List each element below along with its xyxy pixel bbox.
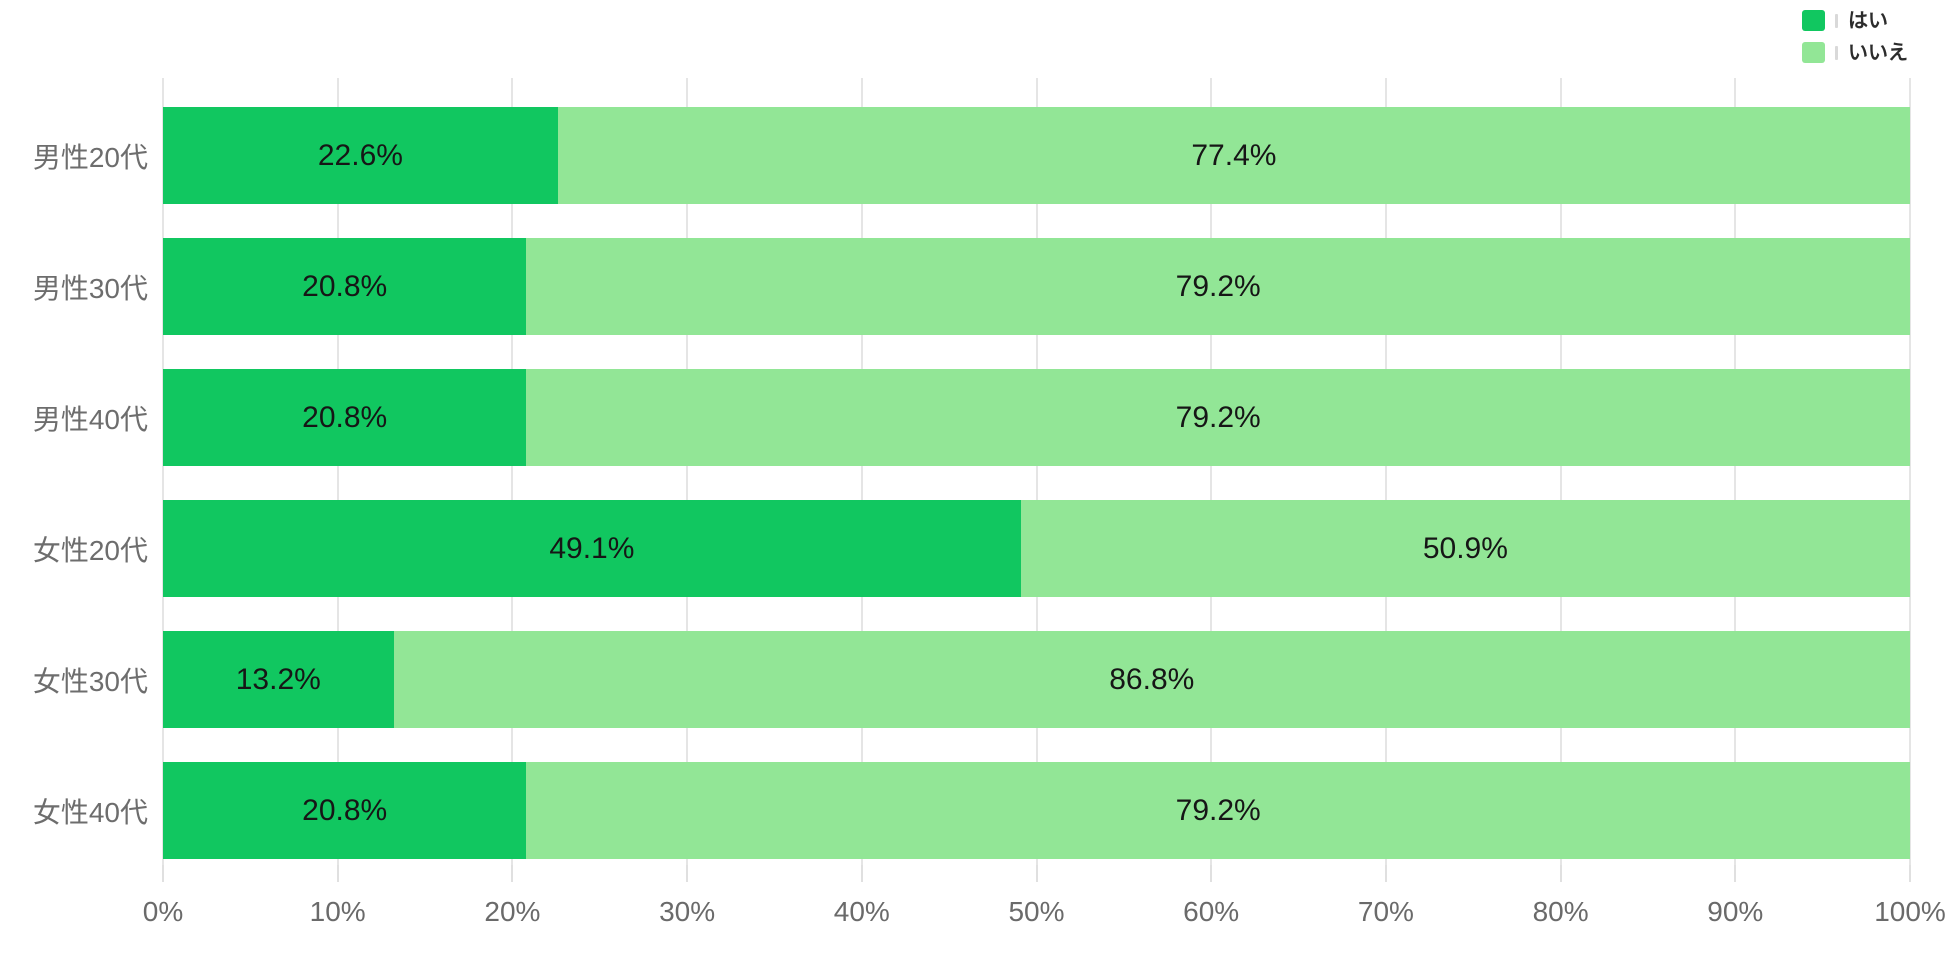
gridline bbox=[162, 78, 164, 865]
bar-segment-いいえ[interactable]: 77.4% bbox=[557, 107, 1910, 204]
category-label: 男性20代 bbox=[32, 141, 148, 173]
x-tick bbox=[1559, 865, 1562, 882]
bar-segment-はい[interactable]: 13.2% bbox=[163, 631, 394, 728]
gridline bbox=[1210, 78, 1213, 865]
legend-separator bbox=[1835, 13, 1838, 28]
x-tick bbox=[686, 865, 689, 882]
legend-swatch-icon bbox=[1802, 10, 1825, 31]
bar-row: 男性20代 22.6% 77.4% bbox=[33, 107, 1910, 204]
bar-value-label: 79.2% bbox=[1175, 400, 1261, 434]
x-tick bbox=[1384, 865, 1387, 882]
x-axis-label: 30% bbox=[659, 896, 716, 927]
gridline bbox=[1035, 78, 1038, 865]
legend-swatch-icon bbox=[1802, 42, 1825, 63]
bar-row: 女性30代 13.2% 86.8% bbox=[33, 631, 1910, 728]
bar-value-label: 20.8% bbox=[302, 400, 388, 434]
legend-label: いいえ bbox=[1848, 41, 1908, 64]
x-axis-label: 70% bbox=[1357, 896, 1414, 927]
x-tick bbox=[1734, 865, 1737, 882]
bar-value-label: 20.8% bbox=[302, 269, 388, 303]
bar-segment-いいえ[interactable]: 86.8% bbox=[393, 631, 1910, 728]
gridline bbox=[860, 78, 863, 865]
gridline bbox=[1734, 78, 1737, 865]
x-axis: 0% 10% 20% 30% 40% 50% 60% 70% 80% 90% 100% bbox=[143, 896, 1946, 936]
bar-segment-いいえ[interactable]: 50.9% bbox=[1020, 500, 1910, 597]
legend: はい いいえ bbox=[1802, 10, 1908, 63]
stacked-bar: 22.6% 77.4% bbox=[163, 107, 1910, 204]
bar-value-label: 79.2% bbox=[1175, 269, 1261, 303]
bar-value-label: 50.9% bbox=[1422, 531, 1508, 565]
bar-segment-はい[interactable]: 20.8% bbox=[163, 369, 527, 466]
x-tick bbox=[511, 865, 514, 882]
bar-value-label: 79.2% bbox=[1175, 793, 1261, 827]
x-axis-label: 80% bbox=[1532, 896, 1589, 927]
gridline bbox=[511, 78, 514, 865]
x-tick bbox=[860, 865, 863, 882]
bar-value-label: 20.8% bbox=[302, 793, 388, 827]
category-label: 男性30代 bbox=[32, 272, 148, 304]
bar-value-label: 77.4% bbox=[1191, 138, 1277, 172]
legend-item-1[interactable]: いいえ bbox=[1802, 42, 1908, 63]
legend-label: はい bbox=[1848, 9, 1888, 32]
gridline bbox=[686, 78, 689, 865]
bar-segment-いいえ[interactable]: 79.2% bbox=[526, 369, 1910, 466]
x-axis-label: 50% bbox=[1008, 896, 1065, 927]
x-tick bbox=[162, 865, 164, 882]
bar-value-label: 86.8% bbox=[1109, 662, 1195, 696]
category-label: 女性40代 bbox=[32, 796, 148, 828]
x-tick bbox=[1909, 865, 1911, 882]
bar-segment-はい[interactable]: 49.1% bbox=[163, 500, 1021, 597]
x-tick bbox=[336, 865, 339, 882]
legend-separator bbox=[1835, 45, 1838, 60]
x-axis-label: 100% bbox=[1874, 896, 1946, 927]
category-label: 女性30代 bbox=[32, 665, 148, 697]
category-label: 男性40代 bbox=[32, 403, 148, 435]
x-axis-label: 10% bbox=[309, 896, 366, 927]
stacked-bar: 49.1% 50.9% bbox=[163, 500, 1910, 597]
x-tick bbox=[1210, 865, 1213, 882]
bar-row: 男性30代 20.8% 79.2% bbox=[33, 238, 1910, 335]
gridline bbox=[1384, 78, 1387, 865]
stacked-bar: 20.8% 79.2% bbox=[163, 238, 1910, 335]
bar-value-label: 49.1% bbox=[549, 531, 635, 565]
gridline bbox=[1559, 78, 1562, 865]
stacked-bar: 20.8% 79.2% bbox=[163, 762, 1910, 859]
bar-rows: 男性20代 22.6% 77.4% 男性30代 20.8% 79.2% 男性40代 20.8%… bbox=[33, 107, 1910, 859]
legend-item-0[interactable]: はい bbox=[1802, 10, 1908, 31]
x-axis-label: 60% bbox=[1183, 896, 1240, 927]
bar-segment-はい[interactable]: 20.8% bbox=[163, 238, 527, 335]
bar-segment-はい[interactable]: 22.6% bbox=[163, 107, 558, 204]
x-axis-label: 20% bbox=[484, 896, 541, 927]
stacked-bar: 13.2% 86.8% bbox=[163, 631, 1910, 728]
bar-segment-はい[interactable]: 20.8% bbox=[163, 762, 527, 859]
bar-value-label: 13.2% bbox=[235, 662, 321, 696]
plot-area: 男性20代 22.6% 77.4% 男性30代 20.8% 79.2% 男性40代 20.8%… bbox=[33, 78, 1911, 882]
x-axis-label: 90% bbox=[1707, 896, 1764, 927]
x-axis-label: 0% bbox=[142, 896, 184, 927]
bar-row: 男性40代 20.8% 79.2% bbox=[33, 369, 1910, 466]
bar-segment-いいえ[interactable]: 79.2% bbox=[526, 238, 1910, 335]
stacked-bar: 20.8% 79.2% bbox=[163, 369, 1910, 466]
gridline bbox=[1909, 78, 1911, 865]
x-axis-label: 40% bbox=[833, 896, 890, 927]
bar-row: 女性20代 49.1% 50.9% bbox=[33, 500, 1910, 597]
x-tick bbox=[1035, 865, 1038, 882]
gridline bbox=[336, 78, 339, 865]
bar-value-label: 22.6% bbox=[317, 138, 403, 172]
bar-segment-いいえ[interactable]: 79.2% bbox=[526, 762, 1910, 859]
bar-row: 女性40代 20.8% 79.2% bbox=[33, 762, 1910, 859]
category-label: 女性20代 bbox=[32, 534, 148, 566]
